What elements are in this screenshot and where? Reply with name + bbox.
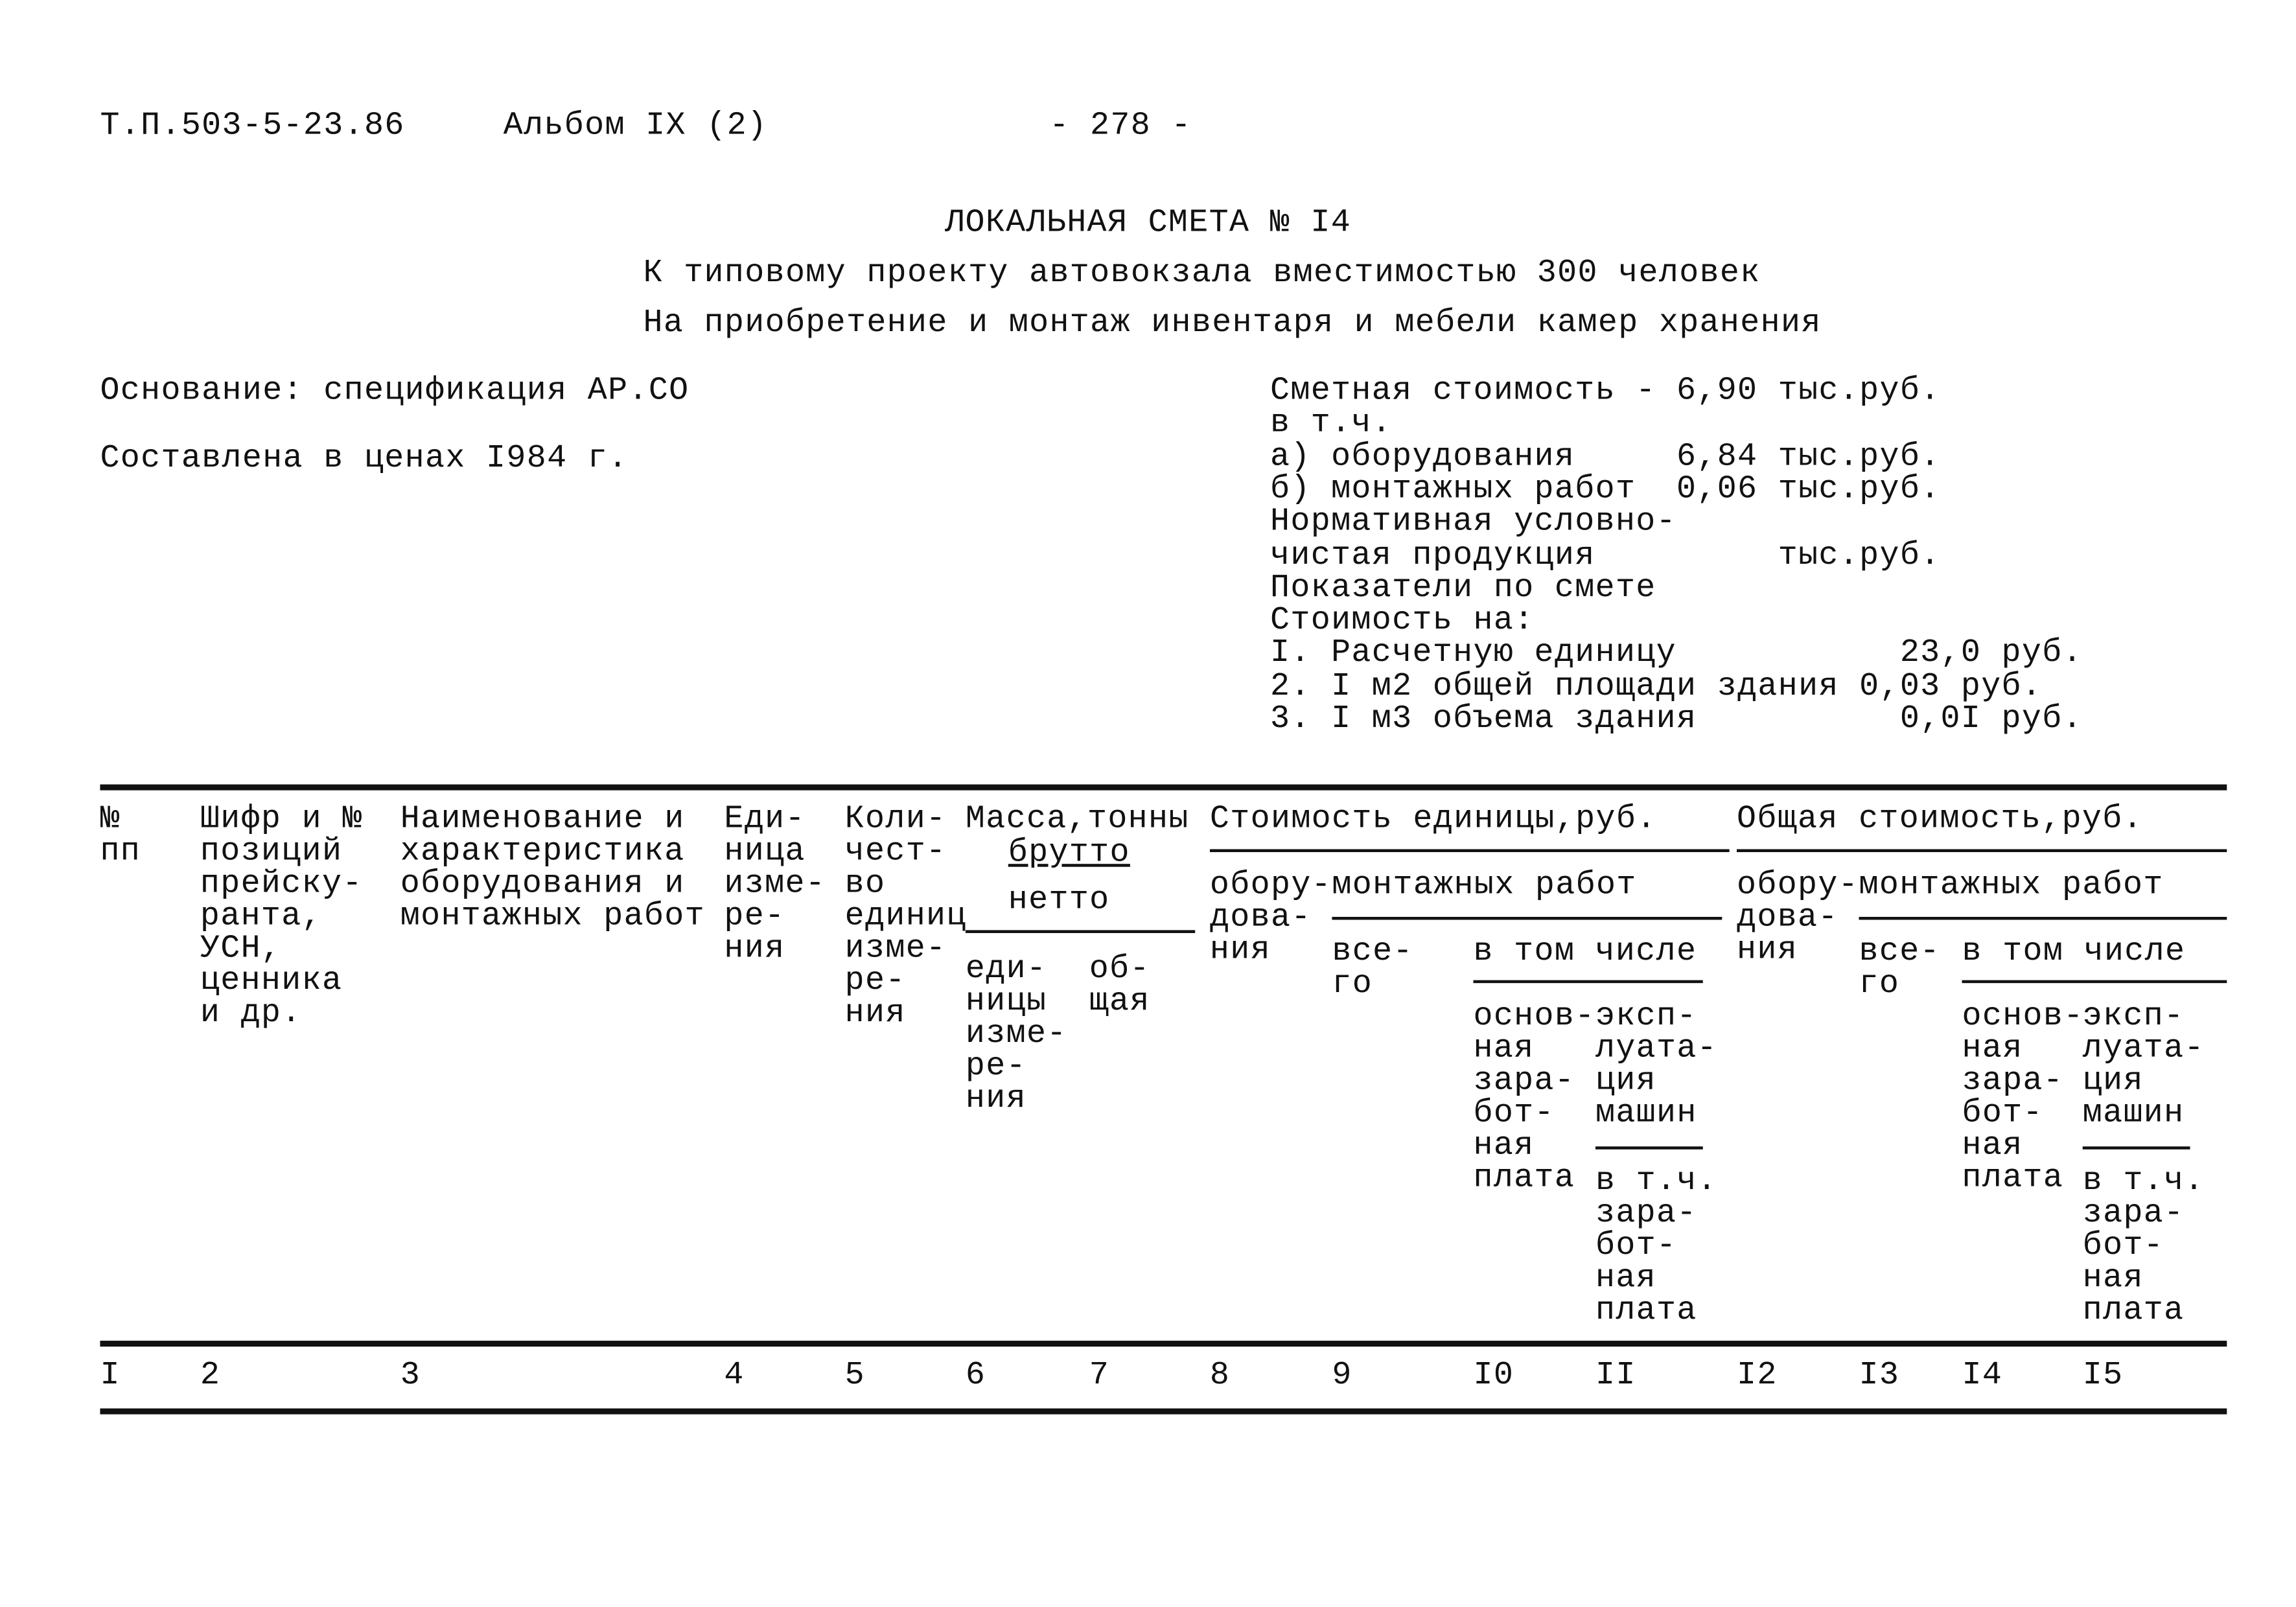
column-number: I2 (1737, 1357, 1778, 1394)
divider (1859, 916, 2227, 920)
column-number: I (100, 1357, 121, 1394)
doc-subtitle: К типовому проекту автовокзала вместимос… (643, 254, 1761, 292)
col-header-15: эксп- луата- ция машин (2082, 997, 2205, 1132)
column-number: I3 (1859, 1357, 1900, 1394)
column-number: II (1595, 1357, 1636, 1394)
col-header-8: обору- дова- ния (1209, 866, 1332, 969)
column-number: I0 (1473, 1357, 1514, 1394)
summary-line: Нормативная условно- (1270, 503, 1677, 540)
column-number: I5 (2082, 1357, 2124, 1394)
doc-code: Т.П.503-5-23.86 (100, 107, 405, 145)
doc-title: ЛОКАЛЬНАЯ СМЕТА № I4 (945, 204, 1352, 242)
col-header-11b: в т.ч. зара- бот- ная плата (1595, 1162, 1718, 1329)
summary-line: 3. I м3 объема здания 0,0I руб. (1270, 700, 2083, 737)
summary-line: Стоимость на: (1270, 602, 1535, 639)
col-header-3: Наименование и характеристика оборудован… (400, 800, 706, 935)
col-header-mont-2: монтажных работ (1859, 866, 2164, 904)
divider (965, 930, 1196, 933)
divider (2082, 1146, 2190, 1150)
col-header-mont: монтажных работ (1332, 866, 1637, 904)
col-header-total-cost: Общая стоимость,руб. (1737, 800, 2143, 838)
col-header-incl-2: в том числе (1962, 932, 2186, 970)
divider (1473, 980, 1703, 984)
price-basis: Составлена в ценах I984 г. (100, 440, 629, 477)
divider (100, 1341, 2227, 1347)
col-header-14: основ- ная зара- бот- ная плата (1962, 997, 2084, 1197)
divider (1595, 1146, 1703, 1150)
divider (1209, 849, 1730, 853)
summary-line: Показатели по смете (1270, 569, 1656, 607)
column-number: 6 (965, 1357, 986, 1394)
col-header-1: № пп (100, 800, 141, 870)
col-header-15b: в т.ч. зара- бот- ная плата (2082, 1162, 2205, 1329)
column-number: 8 (1209, 1357, 1231, 1394)
col-header-7: об- щая (1089, 951, 1150, 1020)
page-number: - 278 - (1049, 107, 1192, 145)
col-header-2: Шифр и № позиций прейску- ранта, УСН, це… (200, 800, 363, 1032)
col-header-mass: Масса,тонны (965, 800, 1189, 838)
divider (1332, 916, 1722, 920)
col-header-13: все- го (1859, 932, 1940, 1002)
summary-line: Сметная стоимость - 6,90 тыс.руб. (1270, 372, 1941, 410)
col-header-9: все- го (1332, 932, 1413, 1002)
summary-line: 2. I м2 общей площади здания 0,03 руб. (1270, 667, 2043, 705)
col-header-unit-cost: Стоимость единицы,руб. (1209, 800, 1657, 838)
basis: Основание: спецификация АР.СО (100, 372, 690, 410)
column-number: 2 (200, 1357, 221, 1394)
column-number: 4 (724, 1357, 745, 1394)
column-number: 3 (400, 1357, 421, 1394)
col-header-4: Еди- ница изме- ре- ния (724, 800, 826, 967)
column-number: I4 (1962, 1357, 2003, 1394)
col-header-incl: в том числе (1473, 932, 1697, 970)
album: Альбом IX (2) (503, 107, 768, 145)
divider (100, 784, 2227, 791)
col-header-12: обору- дова- ния (1737, 866, 1859, 969)
summary-line: в т.ч. (1270, 405, 1393, 443)
column-number: 7 (1089, 1357, 1110, 1394)
summary-line: а) оборудования 6,84 тыс.руб. (1270, 437, 1941, 475)
doc-subtitle-2: На приобретение и монтаж инвентаря и меб… (643, 305, 1822, 341)
col-header-gross: брутто (1008, 834, 1130, 872)
column-number: 9 (1332, 1357, 1352, 1394)
divider (1962, 980, 2227, 984)
col-header-10: основ- ная зара- бот- ная плата (1473, 997, 1595, 1197)
col-header-net: нетто (1008, 881, 1110, 919)
summary-line: чистая продукция тыс.руб. (1270, 536, 1941, 573)
column-number: 5 (844, 1357, 866, 1394)
col-header-5: Коли- чест- во единиц изме- ре- ния (844, 800, 967, 1032)
col-header-6: еди- ницы изме- ре- ния (965, 951, 1067, 1117)
divider (100, 1408, 2227, 1415)
summary-line: б) монтажных работ 0,06 тыс.руб. (1270, 470, 1941, 508)
divider (1737, 849, 2227, 853)
summary-line: I. Расчетную единицу 23,0 руб. (1270, 634, 2083, 672)
col-header-11: эксп- луата- ция машин (1595, 997, 1718, 1132)
